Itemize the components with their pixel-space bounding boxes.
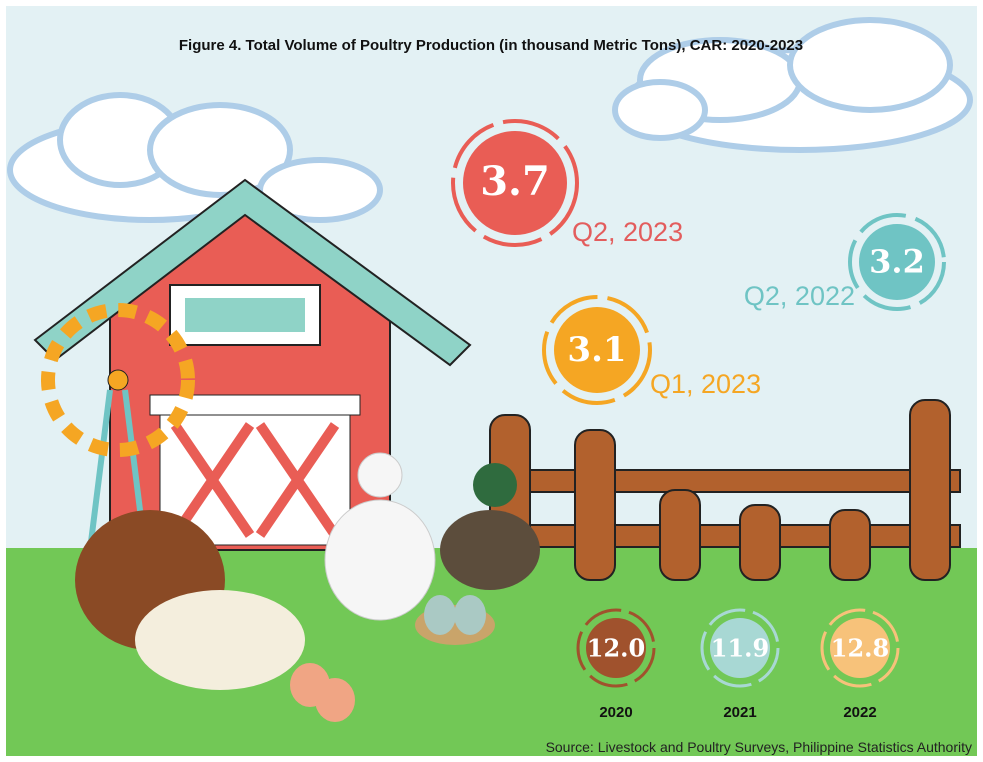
title: Figure 4. Total Volume of Poultry Produc… (179, 37, 803, 54)
badge-year: 2021 (723, 704, 756, 721)
badge-year: 2022 (843, 704, 876, 721)
badge-value: 3.1 (567, 330, 626, 370)
badge-value: 3.2 (869, 243, 925, 281)
badge-value: 12.8 (831, 634, 889, 663)
badge-period: Q1, 2023 (650, 369, 761, 399)
infographic: Figure 4. Total Volume of Poultry Produc… (0, 0, 983, 762)
badge-period: Q2, 2022 (744, 281, 855, 311)
badge-value: 3.7 (480, 158, 550, 205)
badge-value: 12.0 (587, 634, 645, 663)
badge-value: 11.9 (711, 634, 769, 663)
badge-period: Q2, 2023 (572, 217, 683, 247)
badge-year: 2020 (599, 704, 632, 721)
source: Source: Livestock and Poultry Surveys, P… (546, 739, 972, 755)
